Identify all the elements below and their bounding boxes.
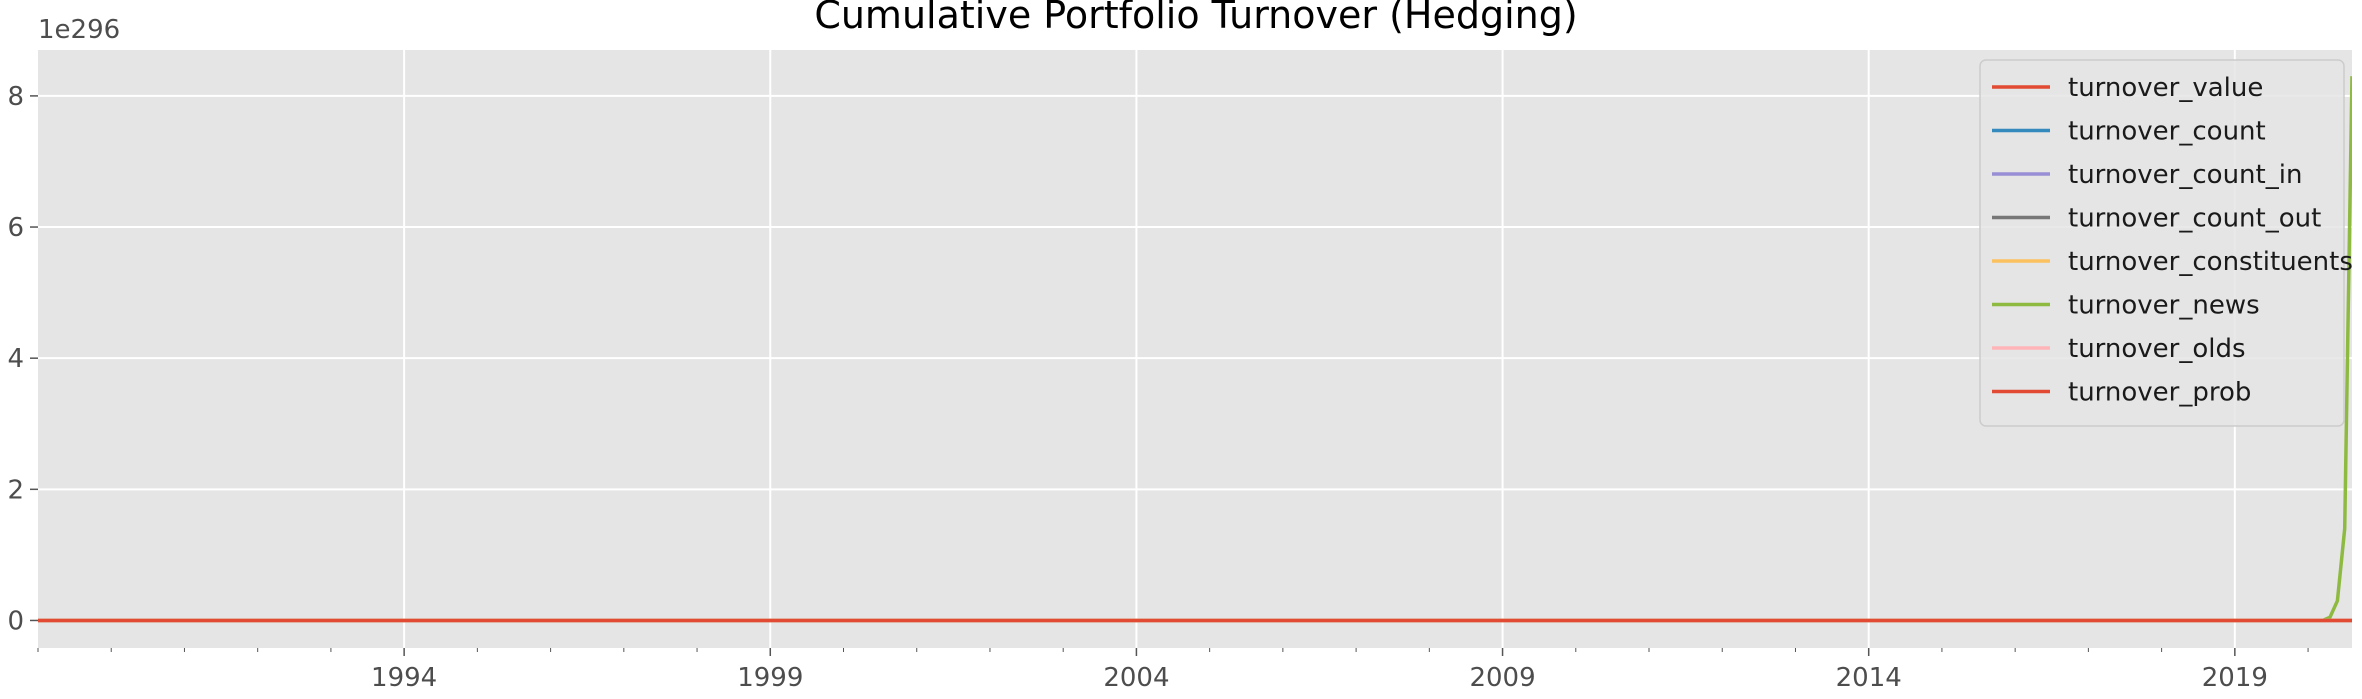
legend-label-turnover-prob: turnover_prob bbox=[2068, 378, 2251, 408]
series-lines bbox=[38, 76, 2352, 623]
y-axis: 0 2 4 6 8 bbox=[7, 82, 38, 636]
legend-label-turnover-constituents: turnover_constituents bbox=[2068, 247, 2353, 277]
legend: turnover_value turnover_count turnover_cou… bbox=[1979, 59, 2353, 427]
y-tick-label: 2 bbox=[7, 475, 24, 505]
x-axis: 1994 1999 2004 2009 2014 2019 bbox=[37, 648, 2309, 693]
x-tick-label: 1994 bbox=[371, 663, 437, 693]
chart-title: Cumulative Portfolio Turnover (Hedging) bbox=[814, 0, 1577, 37]
x-tick-label: 2004 bbox=[1103, 663, 1169, 693]
x-tick-label: 2019 bbox=[2202, 663, 2268, 693]
legend-label-turnover-news: turnover_news bbox=[2068, 291, 2260, 321]
legend-box bbox=[1979, 59, 2345, 427]
y-offset-label: 1e296 bbox=[38, 15, 120, 45]
y-tick-label: 6 bbox=[7, 213, 24, 243]
y-tick-label: 4 bbox=[7, 344, 24, 374]
plot-area bbox=[38, 50, 2352, 648]
x-tick-label: 2009 bbox=[1469, 663, 1535, 693]
legend-label-turnover-olds: turnover_olds bbox=[2068, 334, 2246, 364]
y-tick-label: 0 bbox=[7, 606, 24, 636]
x-tick-label: 1999 bbox=[737, 663, 803, 693]
legend-label-turnover-count-in: turnover_count_in bbox=[2068, 160, 2302, 190]
legend-label-turnover-count: turnover_count bbox=[2068, 117, 2266, 147]
legend-label-turnover-count-out: turnover_count_out bbox=[2068, 204, 2321, 234]
legend-label-turnover-value: turnover_value bbox=[2068, 73, 2263, 103]
y-tick-label: 8 bbox=[7, 82, 24, 112]
x-tick-label: 2014 bbox=[1836, 663, 1902, 693]
